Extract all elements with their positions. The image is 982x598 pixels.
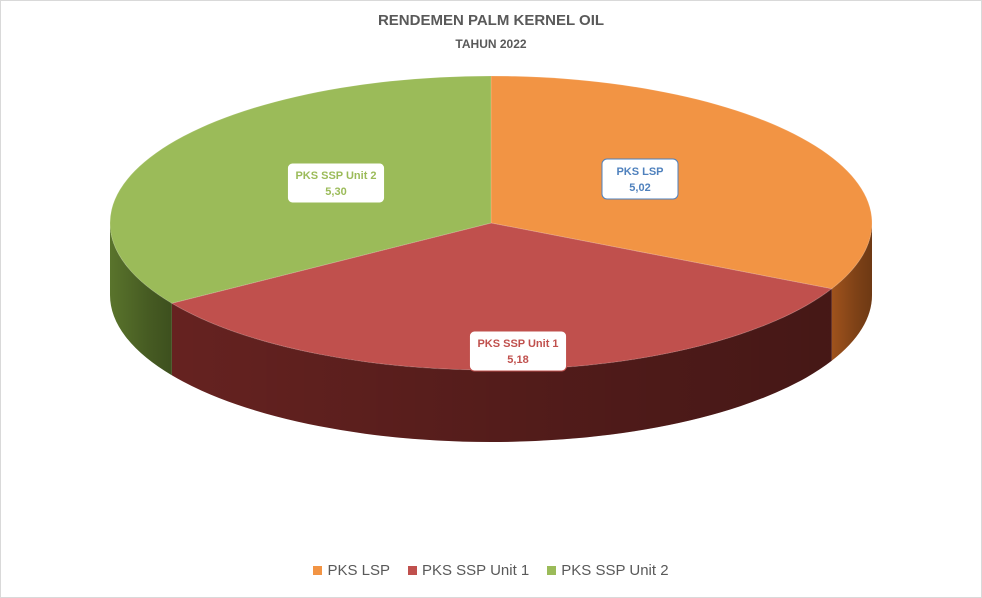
chart-subtitle: TAHUN 2022 xyxy=(455,37,527,51)
legend-swatch-pks-ssp-unit-2 xyxy=(547,566,557,575)
legend-item-pks-ssp-unit-2: PKS SSP Unit 2 xyxy=(547,562,669,579)
data-label-value-pks-ssp-unit-1: 5,18 xyxy=(507,354,528,366)
data-label-value-pks-lsp: 5,02 xyxy=(629,182,650,194)
legend-swatch-pks-lsp xyxy=(313,566,323,575)
legend-item-pks-ssp-unit-1: PKS SSP Unit 1 xyxy=(407,562,530,579)
data-label-pks-ssp-unit-1: PKS SSP Unit 1 5,18 xyxy=(468,330,568,372)
data-label-category-pks-ssp-unit-1: PKS SSP Unit 1 xyxy=(477,338,558,350)
data-label-box-pks-ssp-unit-1 xyxy=(468,330,568,372)
pie-slice-pks-lsp xyxy=(490,75,873,290)
pie-tops xyxy=(109,75,873,371)
data-label-category-pks-lsp: PKS LSP xyxy=(616,166,663,178)
pie-side-pks-ssp-unit-2-shade xyxy=(110,223,172,376)
data-label-value-pks-ssp-unit-2: 5,30 xyxy=(325,186,346,198)
chart-title: RENDEMEN PALM KERNEL OIL xyxy=(377,12,605,29)
legend-label-pks-ssp-unit-1: PKS SSP Unit 1 xyxy=(421,562,530,579)
data-label-category-pks-ssp-unit-2: PKS SSP Unit 2 xyxy=(295,170,376,182)
pie-side-pks-ssp-unit-1-shade xyxy=(171,288,832,442)
data-label-pks-lsp: PKS LSP 5,02 xyxy=(601,158,679,200)
legend-swatch-pks-ssp-unit-1 xyxy=(407,566,417,575)
legend-label-pks-lsp: PKS LSP xyxy=(327,562,390,579)
data-label-pks-ssp-unit-2: PKS SSP Unit 2 5,30 xyxy=(286,162,386,204)
pie-sides xyxy=(110,223,872,442)
data-label-box-pks-ssp-unit-2 xyxy=(286,162,386,204)
legend-item-pks-lsp: PKS LSP xyxy=(313,562,390,579)
data-label-box-pks-lsp xyxy=(601,158,679,200)
pie-side-pks-lsp-shade xyxy=(831,223,872,361)
legend-label-pks-ssp-unit-2: PKS SSP Unit 2 xyxy=(561,562,669,579)
chart-legend: PKS LSP PKS SSP Unit 1 PKS SSP Unit 2 xyxy=(0,562,982,579)
